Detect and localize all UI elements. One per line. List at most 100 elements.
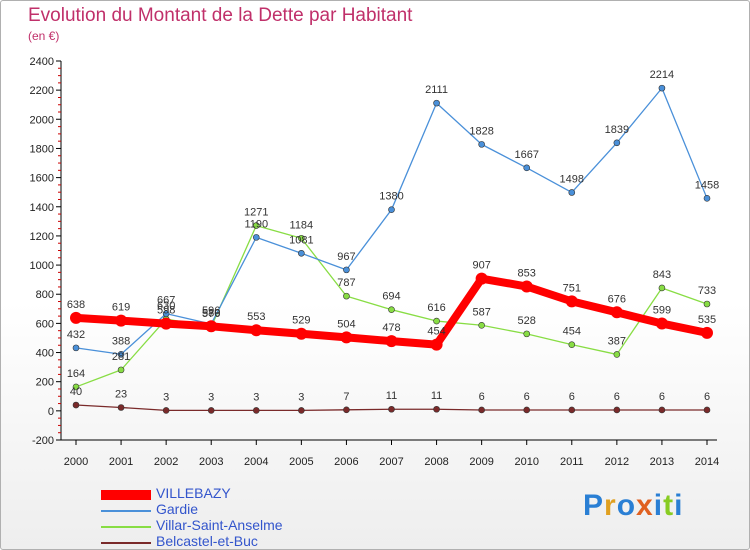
data-point (340, 331, 353, 344)
data-point (523, 164, 531, 172)
data-point (205, 320, 218, 333)
data-point (343, 266, 350, 274)
data-label: 599 (653, 305, 671, 317)
data-point (655, 317, 668, 330)
data-point (162, 310, 170, 317)
data-point (433, 317, 440, 325)
x-tick-label: 2013 (650, 456, 674, 468)
data-point (478, 406, 485, 414)
y-tick-label: 1600 (30, 173, 54, 185)
logo-letter: r (604, 489, 617, 522)
proxiti-logo: Proxiti (583, 489, 683, 523)
data-label: 630 (157, 300, 175, 312)
data-label: 843 (653, 269, 671, 281)
data-label: 907 (472, 260, 490, 272)
data-point (298, 407, 305, 414)
logo-letter: o (616, 489, 637, 522)
y-tick-label: 400 (36, 348, 54, 360)
data-point (523, 406, 531, 414)
data-point (475, 272, 488, 285)
x-tick-label: 2008 (424, 456, 448, 468)
data-point (343, 406, 350, 414)
data-label: 6 (524, 391, 530, 403)
data-label: 164 (67, 368, 85, 380)
chart-subtitle: (en €) (28, 29, 60, 43)
data-point (703, 406, 711, 414)
data-point (658, 284, 666, 292)
data-point (703, 300, 711, 308)
y-tick-label: 1400 (30, 202, 54, 214)
data-label: 11 (386, 390, 397, 402)
data-point (565, 295, 578, 308)
x-tick-label: 2006 (334, 456, 358, 468)
data-label: 596 (202, 305, 220, 317)
data-point (252, 407, 260, 414)
y-tick-label: 2400 (30, 56, 54, 68)
data-point (388, 405, 395, 413)
x-tick-label: 2007 (379, 456, 403, 468)
y-tick-label: 2000 (30, 114, 54, 126)
data-point (72, 383, 80, 391)
data-label: 638 (67, 299, 85, 311)
y-tick-label: 600 (36, 318, 54, 330)
legend-swatch (101, 542, 151, 544)
data-label: 23 (115, 388, 127, 400)
data-point (701, 326, 713, 339)
data-label: 1828 (469, 125, 493, 137)
data-label: 529 (292, 315, 310, 327)
legend-label: Gardie (156, 501, 199, 517)
logo-letter: i (674, 489, 684, 522)
data-label: 504 (337, 318, 355, 330)
data-label: 40 (70, 386, 82, 398)
logo-letter: P (583, 489, 605, 522)
data-label: 2214 (650, 69, 674, 81)
data-label: 2111 (425, 84, 448, 96)
data-label: 454 (427, 326, 445, 338)
legend-swatch (101, 510, 151, 512)
y-tick-label: 1200 (30, 231, 54, 243)
data-point (298, 234, 305, 242)
data-point (160, 317, 173, 330)
x-tick-label: 2009 (469, 456, 493, 468)
data-point (295, 327, 308, 340)
data-point (568, 189, 576, 196)
legend-label: Belcastel-et-Buc (156, 533, 258, 549)
data-label: 6 (614, 391, 620, 403)
y-tick-label: 200 (36, 377, 54, 389)
data-point (658, 84, 666, 92)
data-point (658, 406, 666, 414)
data-label: 3 (253, 391, 259, 403)
data-label: 432 (67, 329, 85, 341)
data-label: 787 (337, 277, 355, 289)
data-label: 388 (112, 335, 130, 347)
x-tick-label: 2010 (514, 456, 538, 468)
y-tick-label: -200 (32, 435, 54, 447)
data-label: 535 (698, 314, 716, 326)
data-label: 576 (202, 308, 220, 320)
data-label: 676 (608, 293, 626, 305)
x-tick-label: 2005 (289, 456, 313, 468)
y-tick-label: 2200 (30, 85, 54, 97)
data-label: 3 (163, 391, 169, 403)
data-label: 694 (382, 291, 400, 303)
data-label: 281 (112, 351, 130, 363)
y-tick-label: 800 (36, 289, 54, 301)
data-label: 667 (157, 295, 175, 307)
chart-title: Evolution du Montant de la Dette par Hab… (28, 5, 413, 26)
data-label: 1839 (605, 124, 629, 136)
data-point (72, 344, 80, 352)
logo-letter: i (653, 489, 664, 522)
data-point (433, 405, 440, 413)
data-point (162, 407, 170, 414)
data-label: 733 (698, 285, 716, 297)
data-point (613, 406, 621, 414)
x-tick-label: 2014 (695, 456, 719, 468)
data-point (610, 306, 623, 319)
data-point (388, 306, 395, 313)
data-point (523, 330, 531, 338)
logo-letter: x (636, 489, 654, 522)
data-label: 580 (202, 307, 220, 319)
legend-label: Villar-Saint-Anselme (156, 517, 283, 533)
